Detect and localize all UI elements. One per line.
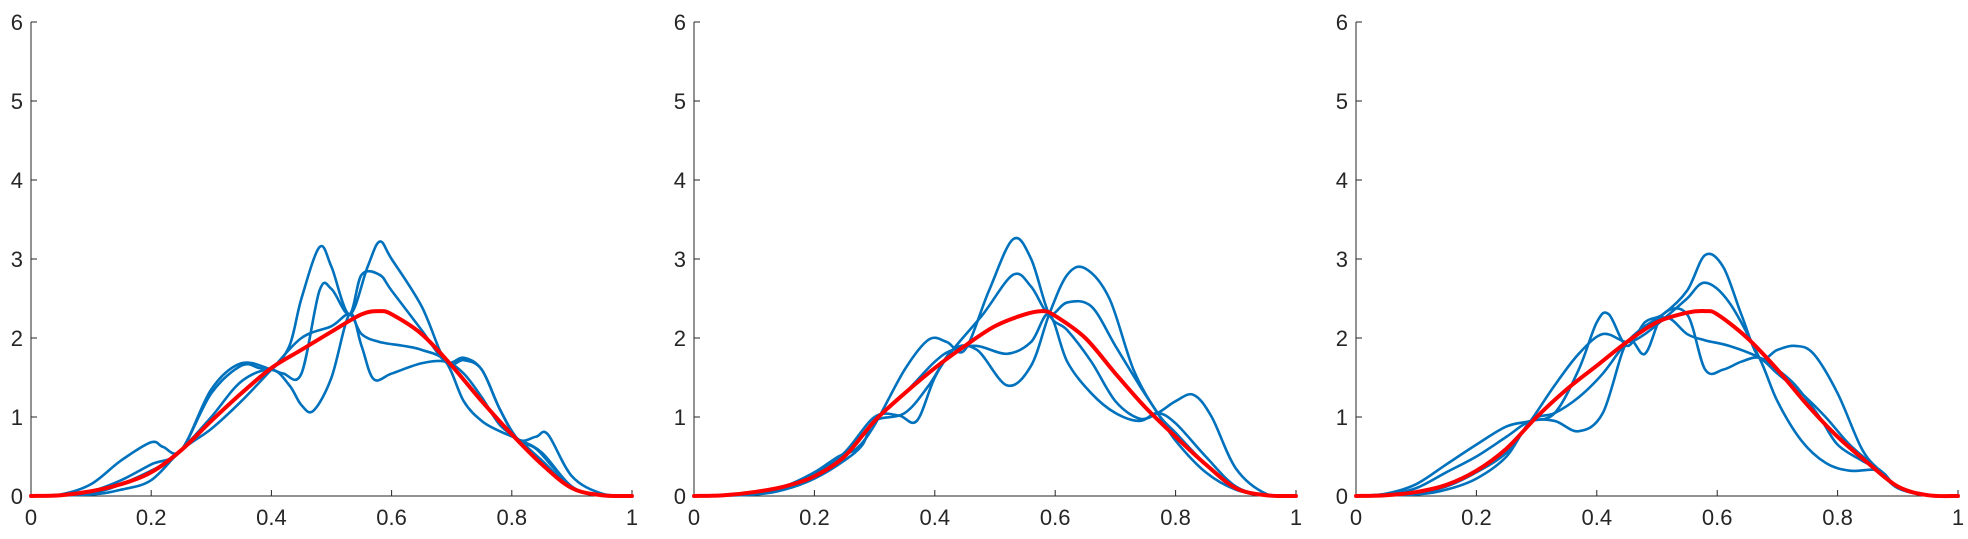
x-tick-label: 0.4 xyxy=(256,505,287,530)
y-tick-label: 6 xyxy=(1336,10,1348,35)
sample-density-line-3 xyxy=(29,312,634,498)
sample-density-line-2 xyxy=(1354,307,1960,498)
y-tick-label: 3 xyxy=(674,247,686,272)
x-tick-label: 0 xyxy=(1350,505,1362,530)
y-tick-label: 5 xyxy=(1336,89,1348,114)
x-tick-label: 1 xyxy=(626,505,638,530)
y-tick-label: 0 xyxy=(674,484,686,509)
mean-density-line xyxy=(692,309,1298,499)
y-tick-label: 0 xyxy=(1336,484,1348,509)
x-tick-label: 0.4 xyxy=(920,505,951,530)
y-tick-label: 5 xyxy=(11,89,23,114)
y-tick-label: 6 xyxy=(11,10,23,35)
subplot-1: 0 1 2 3 4 5 6 0 0.2 0.4 0.6 0.8 1 xyxy=(11,10,638,530)
sample-density-line-3 xyxy=(692,272,1298,498)
y-tick-label: 4 xyxy=(1336,168,1348,193)
y-tick-label: 1 xyxy=(674,405,686,430)
sample-density-line-1 xyxy=(29,240,634,498)
y-tick-label: 6 xyxy=(674,10,686,35)
x-tick-label: 0.2 xyxy=(1461,505,1492,530)
sample-density-line-4 xyxy=(1354,316,1960,498)
x-tick-label: 1 xyxy=(1952,505,1964,530)
y-tick-label: 4 xyxy=(674,168,686,193)
sample-density-line-4 xyxy=(29,312,634,498)
y-tick-label: 4 xyxy=(11,168,23,193)
x-tick-label: 1 xyxy=(1290,505,1302,530)
sample-density-line-3 xyxy=(1354,281,1960,498)
y-tick-label: 1 xyxy=(11,405,23,430)
x-tick-label: 0.8 xyxy=(1160,505,1191,530)
mean-density-line xyxy=(29,309,634,499)
sample-density-line-2 xyxy=(692,265,1298,498)
x-tick-label: 0.8 xyxy=(1822,505,1853,530)
x-tick-label: 0.6 xyxy=(1702,505,1733,530)
y-tick-label: 0 xyxy=(11,484,23,509)
y-tick-label: 3 xyxy=(11,247,23,272)
y-tick-label: 2 xyxy=(11,326,23,351)
y-tick-label: 2 xyxy=(1336,326,1348,351)
x-tick-label: 0.6 xyxy=(1040,505,1071,530)
y-tick-label: 3 xyxy=(1336,247,1348,272)
x-tick-label: 0.2 xyxy=(799,505,830,530)
x-tick-label: 0 xyxy=(25,505,37,530)
x-tick-label: 0 xyxy=(688,505,700,530)
x-tick-label: 0.8 xyxy=(497,505,528,530)
subplot-3: 0 1 2 3 4 5 6 0 0.2 0.4 0.6 0.8 1 xyxy=(1336,10,1964,530)
x-tick-label: 0.6 xyxy=(376,505,407,530)
y-tick-label: 1 xyxy=(1336,405,1348,430)
mean-density-line xyxy=(1354,309,1960,499)
subplot-2: 0 1 2 3 4 5 6 0 0.2 0.4 0.6 0.8 1 xyxy=(674,10,1302,530)
x-tick-label: 0.4 xyxy=(1582,505,1613,530)
y-tick-label: 2 xyxy=(674,326,686,351)
sample-density-line-1 xyxy=(1354,252,1960,498)
y-tick-label: 5 xyxy=(674,89,686,114)
x-tick-label: 0.2 xyxy=(136,505,167,530)
